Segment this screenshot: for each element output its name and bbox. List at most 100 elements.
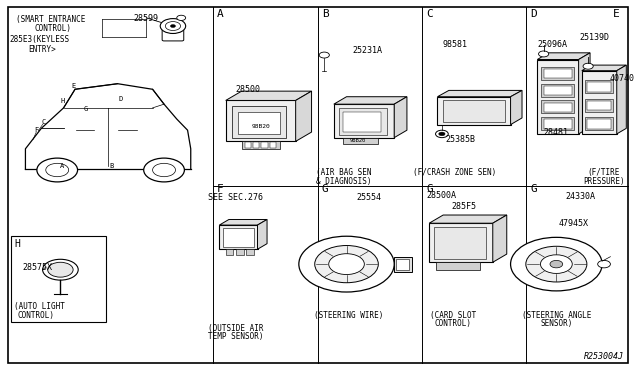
Polygon shape [429, 215, 507, 223]
Bar [429, 223, 493, 262]
Text: 28500A: 28500A [427, 191, 457, 200]
Circle shape [540, 255, 572, 273]
Bar [585, 99, 613, 112]
Text: (AUTO LIGHT: (AUTO LIGHT [14, 302, 65, 311]
Circle shape [43, 259, 78, 280]
Text: 47945X: 47945X [558, 219, 588, 228]
Text: CONTROL): CONTROL) [18, 311, 55, 320]
Text: (SMART ENTRANCE: (SMART ENTRANCE [16, 15, 85, 24]
Circle shape [550, 260, 563, 268]
Bar [585, 80, 613, 93]
Text: F: F [34, 127, 38, 133]
Bar [543, 69, 572, 78]
Text: H: H [60, 98, 65, 104]
Text: 285E3(KEYLESS: 285E3(KEYLESS [10, 35, 70, 44]
Text: SENSOR): SENSOR) [540, 319, 573, 328]
Text: 28481: 28481 [543, 128, 568, 137]
Circle shape [583, 63, 593, 69]
Text: 25096A: 25096A [537, 40, 567, 49]
Text: F: F [217, 184, 223, 194]
Text: C: C [41, 119, 45, 125]
Bar [394, 257, 412, 272]
Text: 25139D: 25139D [579, 33, 609, 42]
Circle shape [46, 163, 68, 177]
Polygon shape [617, 65, 627, 134]
Circle shape [436, 130, 448, 138]
Text: D: D [531, 9, 537, 19]
Circle shape [48, 262, 73, 277]
Bar [12, 236, 106, 322]
Bar [541, 117, 574, 130]
Polygon shape [296, 91, 312, 141]
Circle shape [315, 246, 378, 283]
Text: R253004J: R253004J [584, 352, 625, 361]
Bar [543, 86, 572, 95]
Text: 285F5: 285F5 [451, 202, 476, 211]
Circle shape [177, 15, 186, 20]
Circle shape [538, 51, 548, 57]
Text: 28575X: 28575X [22, 263, 52, 272]
Bar [438, 97, 511, 125]
Text: 28599: 28599 [134, 14, 159, 23]
Polygon shape [511, 90, 522, 125]
Bar [541, 84, 574, 97]
Circle shape [526, 246, 587, 282]
Text: A: A [217, 9, 223, 19]
Bar [244, 142, 251, 148]
Bar [396, 259, 409, 270]
Text: E: E [71, 83, 76, 89]
Text: (AIR BAG SEN: (AIR BAG SEN [316, 168, 371, 177]
Circle shape [160, 19, 186, 33]
Bar [220, 225, 257, 249]
Text: G: G [84, 106, 88, 112]
Bar [442, 100, 505, 122]
Polygon shape [257, 219, 267, 249]
Text: & DIAGNOSIS): & DIAGNOSIS) [316, 177, 371, 186]
Text: (F/TIRE: (F/TIRE [588, 168, 620, 177]
Text: ENTRY>: ENTRY> [29, 45, 56, 54]
Text: (STEERING WIRE): (STEERING WIRE) [314, 311, 383, 320]
Text: B: B [322, 9, 328, 19]
Text: 98581: 98581 [442, 40, 467, 49]
Text: 24330A: 24330A [566, 192, 596, 201]
Text: 28500: 28500 [236, 85, 260, 94]
Circle shape [598, 260, 611, 268]
Circle shape [439, 132, 445, 136]
Circle shape [170, 25, 175, 28]
Bar [585, 117, 613, 130]
Bar [541, 100, 574, 113]
Text: TEMP SENSOR): TEMP SENSOR) [207, 332, 263, 341]
Circle shape [37, 158, 77, 182]
Text: G: G [426, 184, 433, 194]
Bar [253, 142, 259, 148]
Bar [537, 60, 579, 134]
Text: D: D [118, 96, 123, 102]
Bar [226, 249, 234, 255]
Bar [543, 103, 572, 112]
Bar [587, 101, 611, 110]
Polygon shape [220, 219, 267, 225]
Text: A: A [60, 163, 65, 169]
Polygon shape [582, 65, 627, 71]
Circle shape [299, 236, 394, 292]
Bar [343, 112, 381, 132]
FancyBboxPatch shape [162, 29, 184, 41]
Text: (OUTSIDE AIR: (OUTSIDE AIR [207, 324, 263, 333]
Text: 25385B: 25385B [445, 135, 475, 144]
Bar [334, 104, 394, 138]
Bar [343, 138, 378, 144]
Bar [226, 100, 296, 141]
Bar [435, 227, 486, 259]
Bar [261, 142, 268, 148]
Text: CONTROL): CONTROL) [35, 24, 72, 33]
Text: H: H [14, 239, 20, 249]
Text: 98B20: 98B20 [350, 138, 366, 144]
Bar [339, 108, 387, 135]
Text: G: G [322, 184, 328, 194]
Circle shape [152, 163, 175, 177]
Circle shape [511, 237, 602, 291]
Polygon shape [537, 53, 590, 60]
Bar [436, 262, 480, 270]
Bar [269, 142, 276, 148]
Text: (STEERING ANGLE: (STEERING ANGLE [522, 311, 591, 320]
